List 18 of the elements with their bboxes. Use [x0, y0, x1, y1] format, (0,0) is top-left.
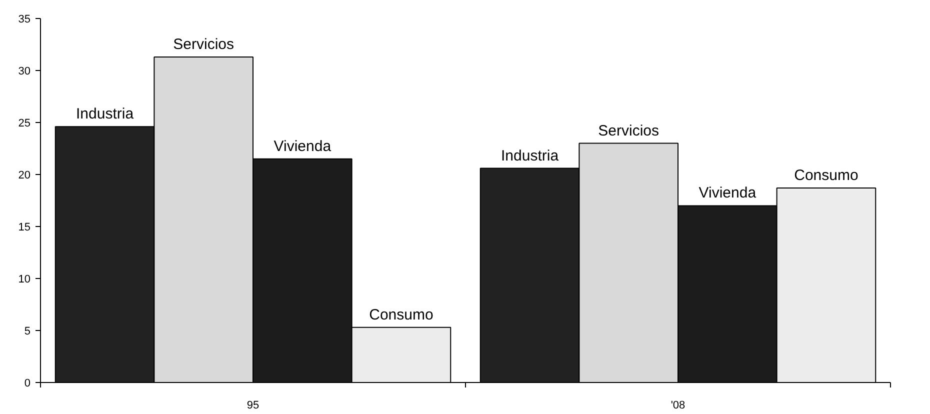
text: Vivienda [698, 184, 756, 202]
series-label: Vivienda [274, 138, 332, 155]
text: Industria [501, 147, 559, 164]
x-tick-label: '08 [670, 400, 686, 412]
series-label: Industria [76, 106, 134, 123]
y-tick-label: 0 [24, 378, 31, 390]
text: Servicios [598, 122, 660, 140]
y-tick-label: 20 [18, 170, 31, 182]
series-label: Servicios [173, 36, 234, 53]
y-tick-label: 25 [18, 118, 31, 130]
y-tick-label: 5 [24, 326, 31, 338]
series-label: Consumo [369, 306, 434, 324]
y-tick-label: 35 [18, 14, 31, 26]
text: Consumo [794, 167, 858, 184]
y-tick-label: 15 [18, 222, 31, 234]
x-tick-label: 95 [246, 400, 260, 412]
y-tick-label: 10 [18, 274, 31, 286]
y-tick-label: 30 [18, 66, 31, 78]
